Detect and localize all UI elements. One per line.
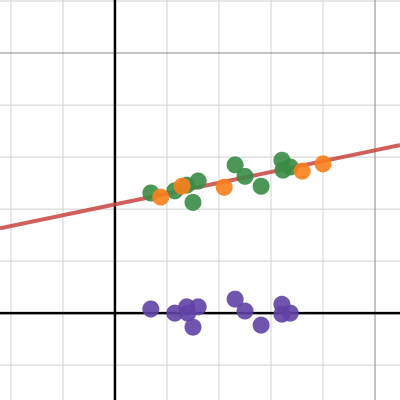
data-point <box>314 155 332 173</box>
data-point <box>281 304 299 322</box>
data-point <box>142 300 160 318</box>
data-point <box>226 156 244 174</box>
data-point <box>252 177 270 195</box>
data-point <box>236 302 254 320</box>
data-point <box>179 304 197 322</box>
data-point <box>236 167 254 185</box>
data-point <box>293 162 311 180</box>
data-point <box>184 193 202 211</box>
data-point <box>189 172 207 190</box>
data-point <box>215 178 233 196</box>
data-point <box>252 316 270 334</box>
data-point <box>226 290 244 308</box>
data-point <box>152 188 170 206</box>
data-point <box>173 177 191 195</box>
data-point <box>184 318 202 336</box>
